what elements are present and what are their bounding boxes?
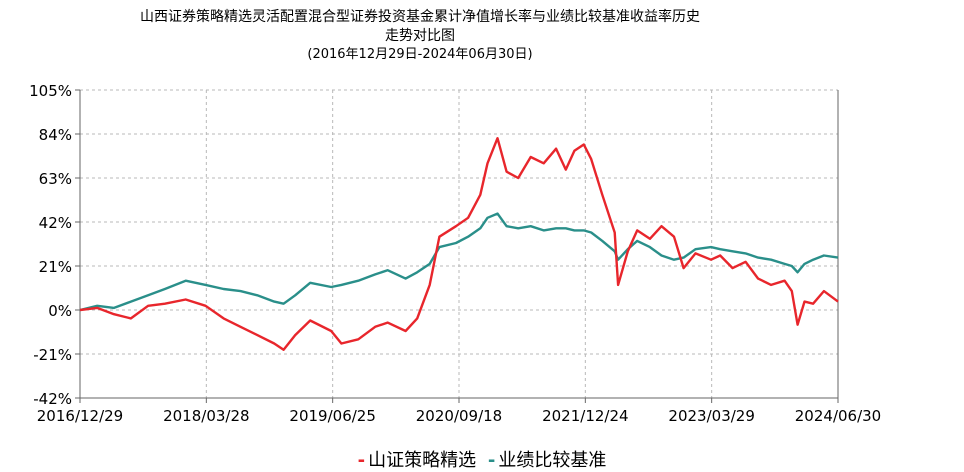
chart-legend: - 山证策略精选 - 业绩比较基准 [0,450,964,472]
x-tick-label: 2016/12/29 [37,407,123,425]
y-tick-label: 21% [39,258,72,276]
y-tick-label: -21% [33,346,72,364]
y-tick-label: -42% [33,390,72,408]
chart-subtitle: (2016年12月29日-2024年06月30日) [307,47,533,62]
legend-label-benchmark: 业绩比较基准 [498,450,607,471]
chart-title-block: 山西证券策略精选灵活配置混合型证券投资基金累计净值增长率与业绩比较基准收益率历史… [0,8,840,64]
legend-item-benchmark: - 业绩比较基准 [488,450,606,472]
y-tick-label: 42% [39,214,72,232]
y-tick-label: 63% [39,170,72,188]
x-tick-label: 2018/03/28 [163,407,249,425]
x-tick-label: 2023/03/29 [668,407,754,425]
y-tick-label: 84% [39,126,72,144]
x-tick-label: 2024/06/30 [795,407,881,425]
series-line-fund [79,136,839,351]
legend-label-fund: 山证策略精选 [368,450,477,471]
legend-item-fund: - 山证策略精选 [358,450,476,472]
x-tick-label: 2019/06/25 [289,407,375,425]
chart-title-line-1: 山西证券策略精选灵活配置混合型证券投资基金累计净值增长率与业绩比较基准收益率历史 [140,9,700,25]
chart-title-line-2: 走势对比图 [385,28,455,44]
x-tick-label: 2021/12/24 [542,407,628,425]
legend-swatch-fund: - [357,450,366,471]
legend-swatch-benchmark: - [487,450,496,471]
y-tick-label: 105% [29,82,72,100]
series-line-benchmark [79,212,839,312]
x-tick-label: 2020/09/18 [416,407,502,425]
y-tick-label: 0% [48,302,72,320]
